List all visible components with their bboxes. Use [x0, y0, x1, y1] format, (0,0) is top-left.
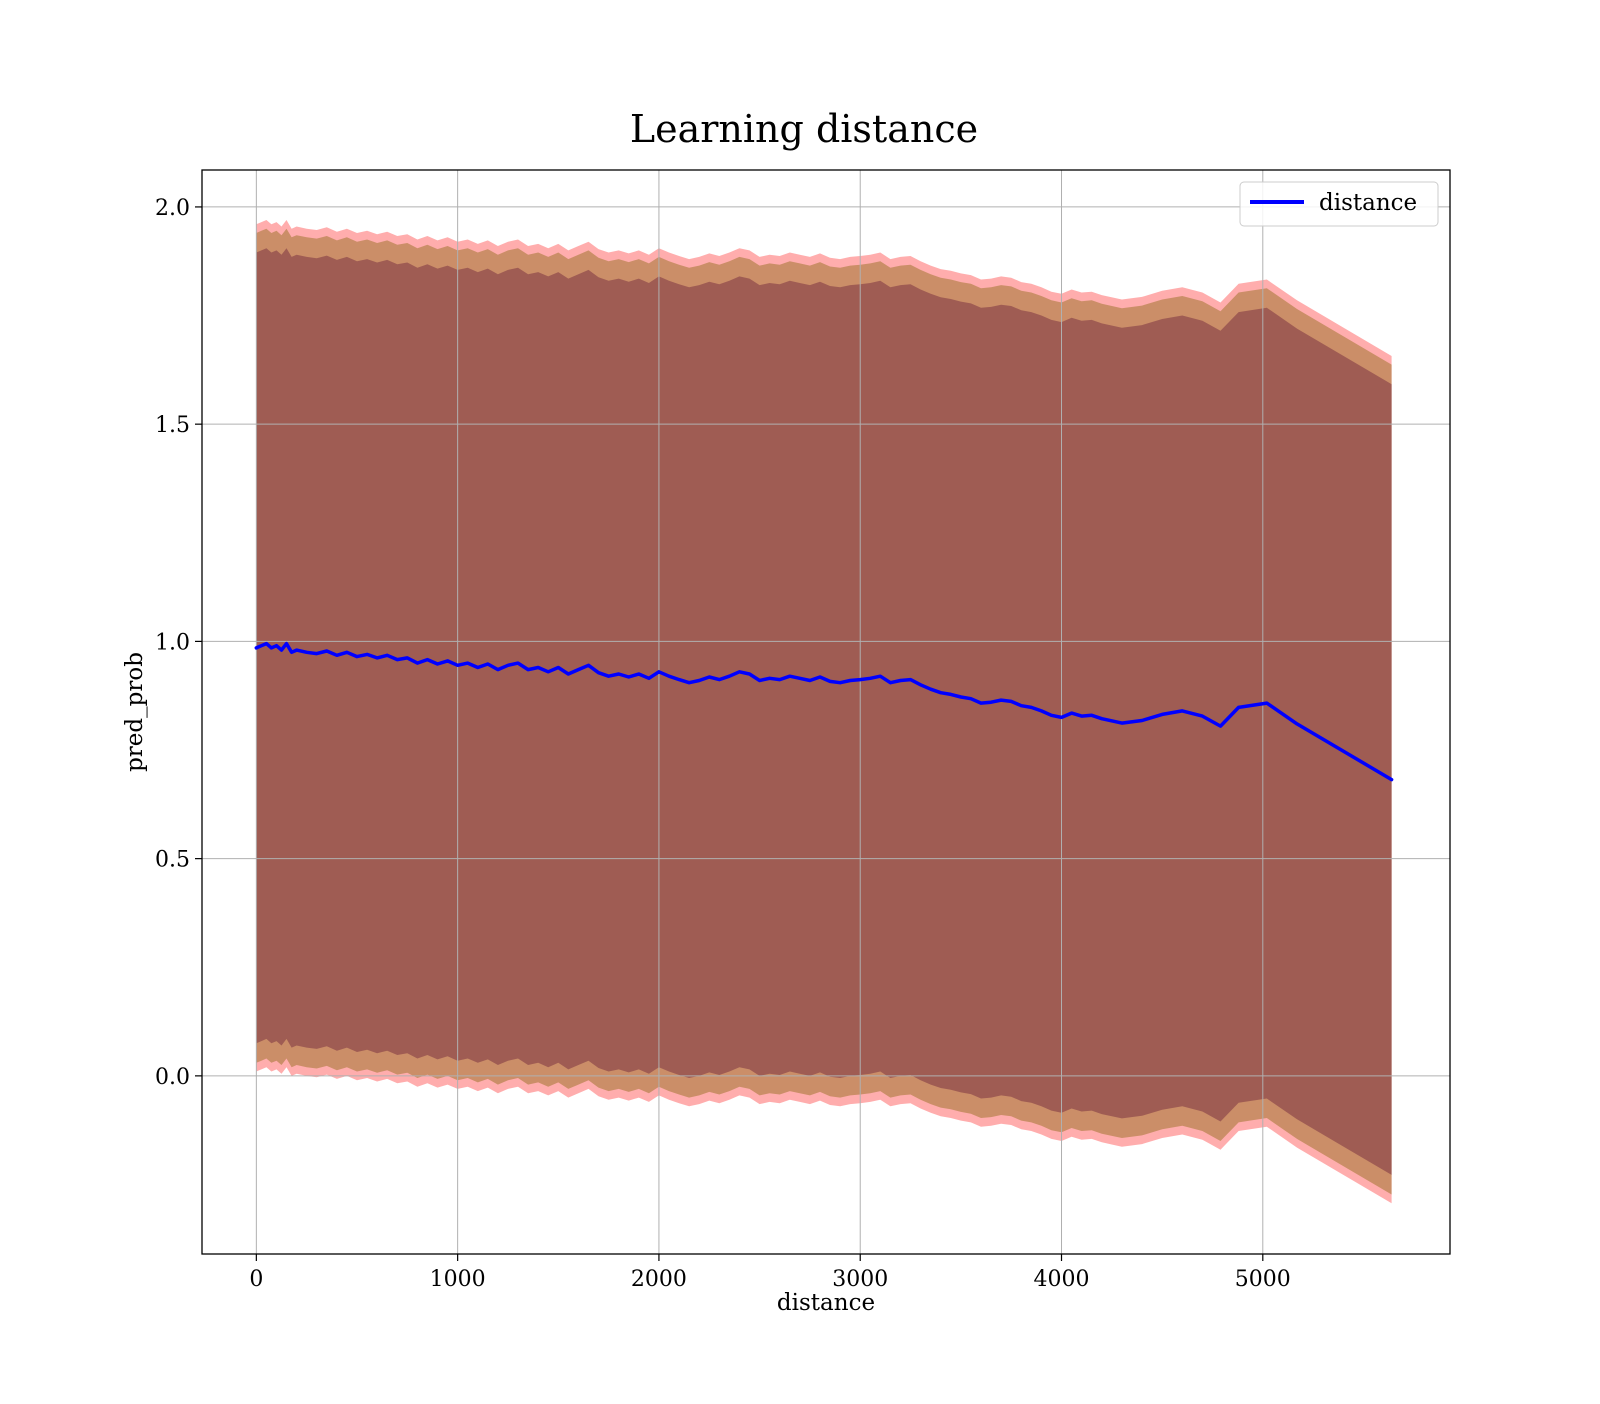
- chart-title: Learning distance: [630, 107, 978, 151]
- x-tick-label: 0: [249, 1267, 263, 1292]
- grid-lines: [202, 170, 1450, 1254]
- x-tick-label: 4000: [1034, 1267, 1090, 1292]
- legend: distance: [1239, 181, 1439, 227]
- x-tick-label: 1000: [430, 1267, 486, 1292]
- legend-box: [1239, 181, 1439, 227]
- legend-label-distance: distance: [1319, 190, 1417, 216]
- x-axis-ticks: 0 1000 2000 3000 4000 5000: [249, 1254, 1291, 1292]
- y-axis-ticks: 0.0 0.5 1.0 1.5 2.0: [155, 196, 202, 1090]
- confidence-band-2: [256, 228, 1392, 1195]
- x-tick-label: 2000: [631, 1267, 687, 1292]
- x-axis-label: distance: [777, 1290, 875, 1316]
- confidence-bands: [256, 220, 1392, 1204]
- x-tick-label: 3000: [832, 1267, 888, 1292]
- y-tick-label: 2.0: [155, 196, 190, 221]
- y-tick-label: 1.0: [155, 630, 190, 655]
- confidence-band-3: [256, 248, 1392, 1175]
- y-tick-label: 0.0: [155, 1065, 190, 1090]
- confidence-band-1: [256, 220, 1392, 1204]
- series-lines: [254, 641, 1394, 782]
- x-tick-label: 5000: [1235, 1267, 1291, 1292]
- y-tick-label: 1.5: [155, 413, 190, 438]
- y-tick-label: 0.5: [155, 848, 190, 873]
- plot-frame: [201, 169, 1451, 1255]
- series-line-distance: [254, 641, 1394, 782]
- y-axis-label: pred_prob: [122, 652, 148, 772]
